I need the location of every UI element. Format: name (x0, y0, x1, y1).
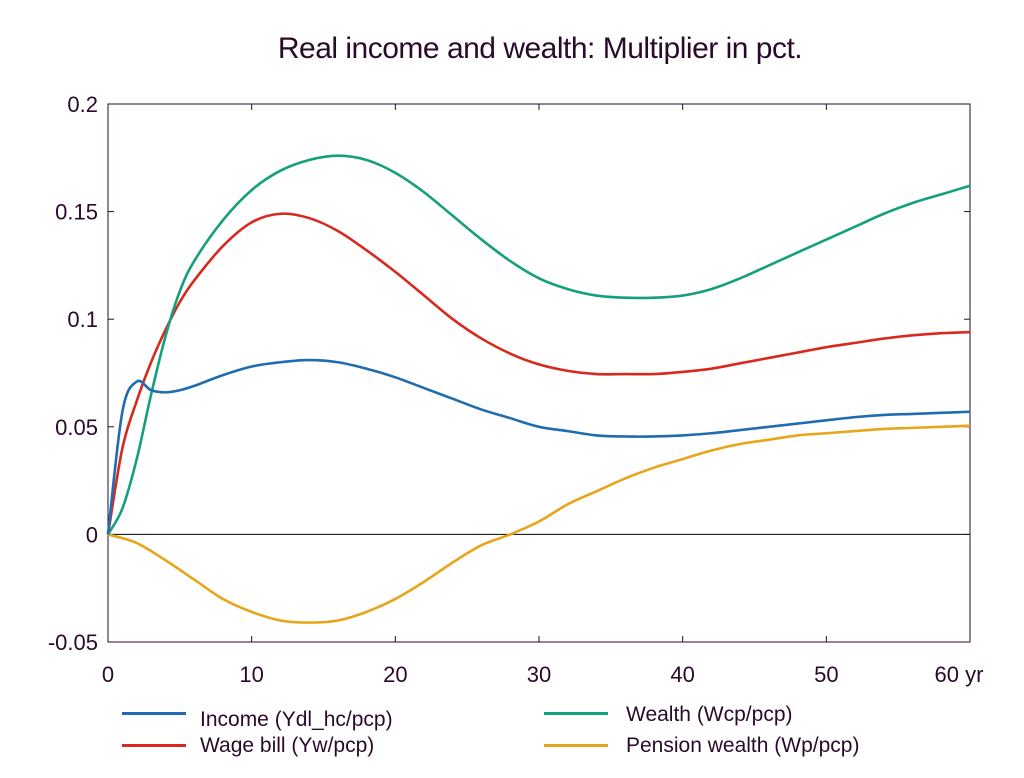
y-tick-label: 0.15 (55, 200, 98, 225)
series-line-wage-bill (106, 212, 971, 535)
chart-title: Real income and wealth: Multiplier in pc… (277, 32, 803, 65)
x-tick-label: 60 yr (935, 662, 984, 687)
series-lines (106, 154, 971, 624)
x-tick-label: 10 (239, 662, 263, 687)
x-tick-label: 50 (814, 662, 838, 687)
y-tick-label: 0.05 (55, 415, 98, 440)
x-tick-label: 40 (670, 662, 694, 687)
x-tick-label: 20 (383, 662, 407, 687)
y-tick-label: 0 (86, 522, 98, 547)
axes (107, 103, 971, 643)
y-tick-label: 0.2 (67, 92, 98, 117)
y-tick-label: -0.05 (48, 630, 98, 655)
y-tick-label: 0.1 (67, 307, 98, 332)
series-line-income (106, 358, 971, 535)
x-tick-label: 0 (102, 662, 114, 687)
series-line-wealth (106, 154, 971, 536)
series-line-pension-wealth (107, 424, 971, 624)
x-tick-label: 30 (527, 662, 551, 687)
plot-frame (107, 103, 971, 643)
